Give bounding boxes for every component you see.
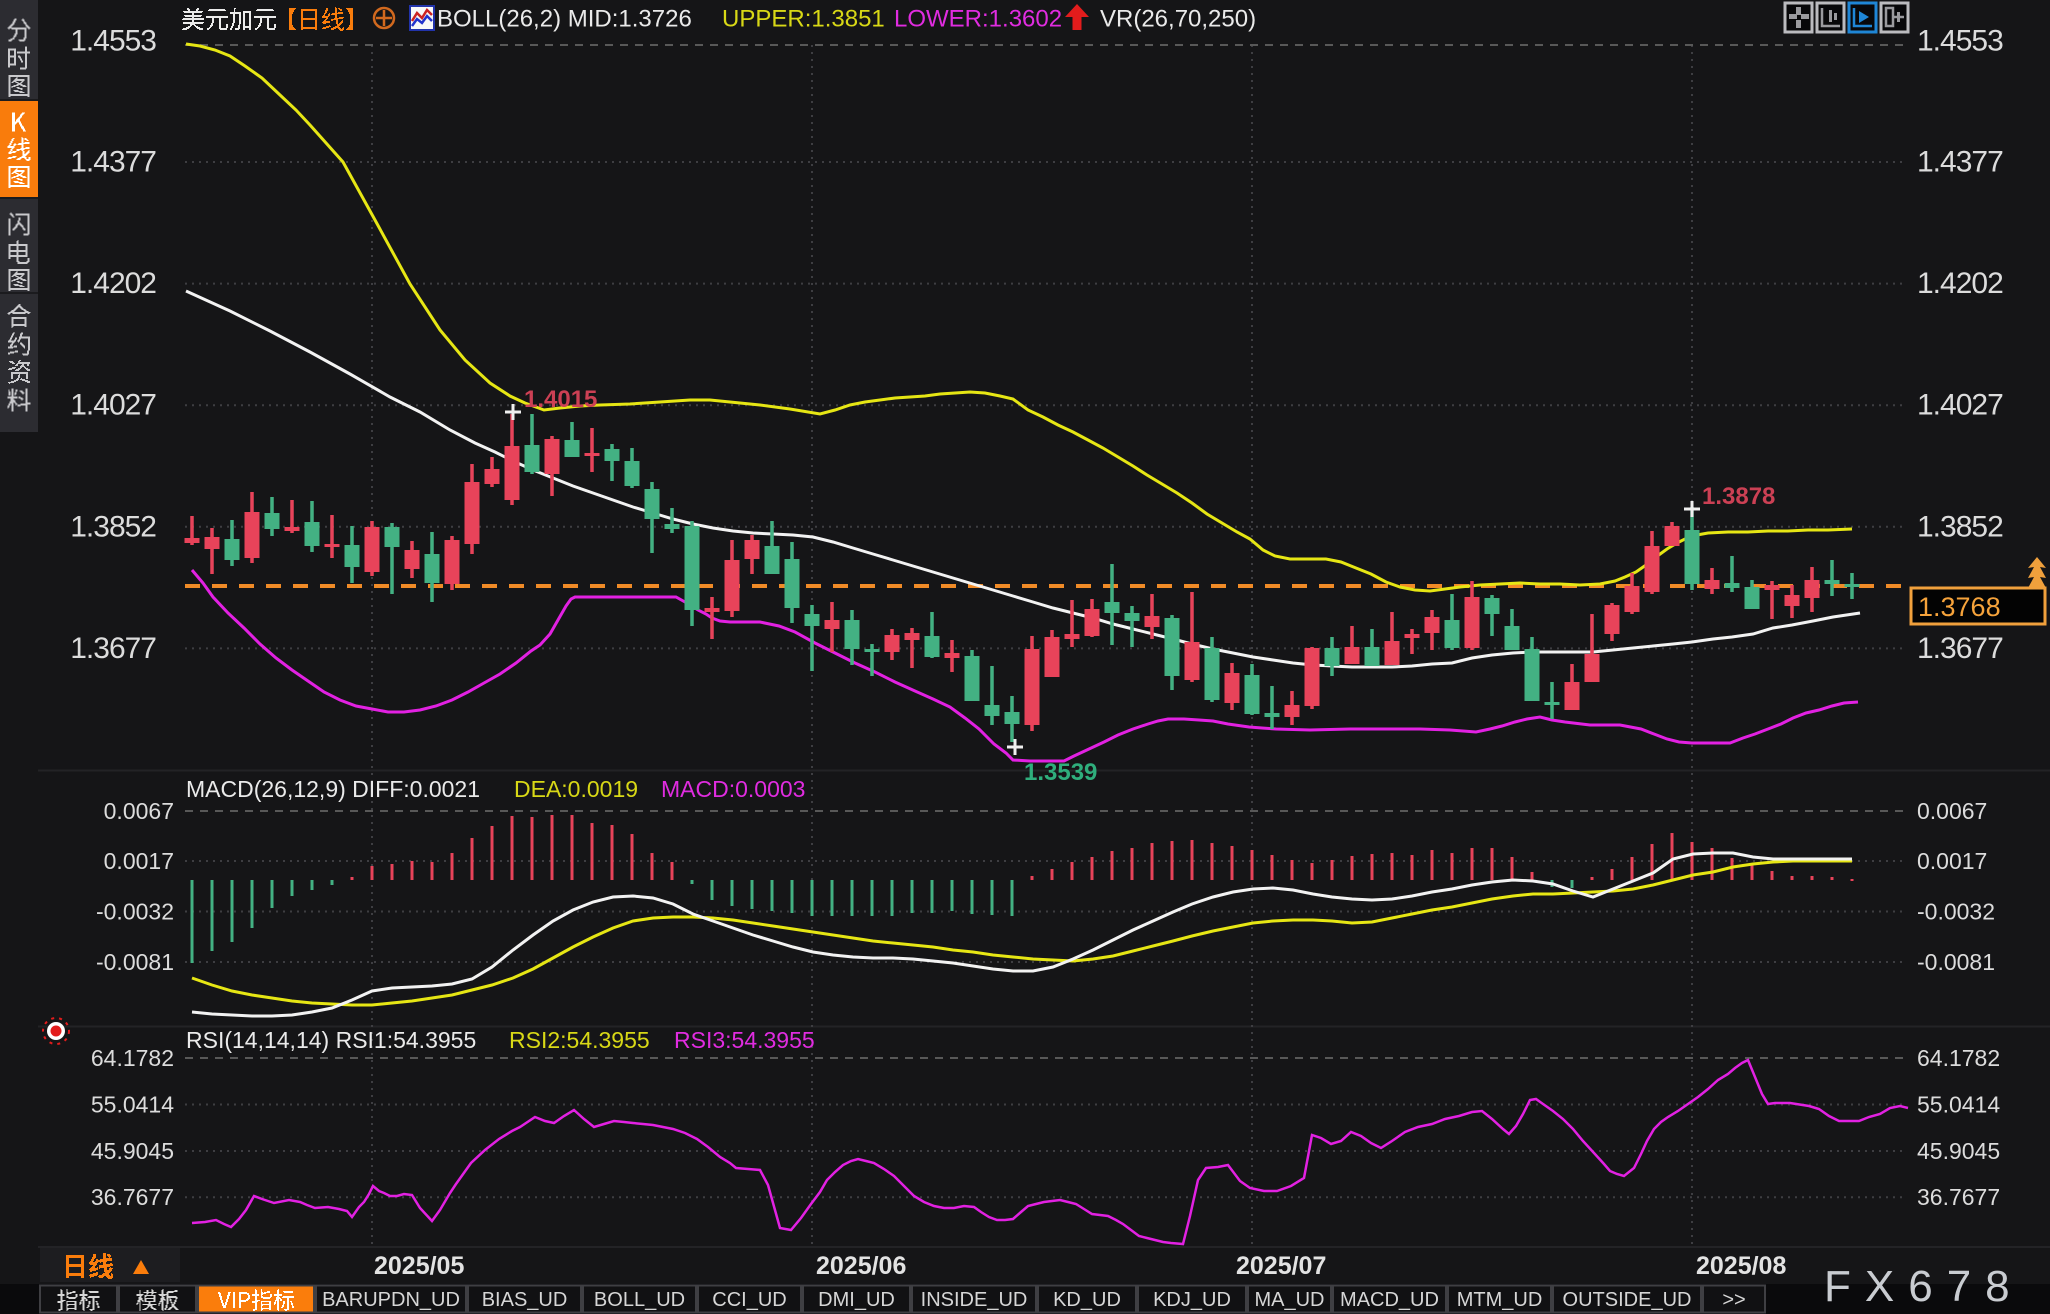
svg-text:36.7677: 36.7677 bbox=[1917, 1184, 2000, 1210]
svg-text:0.0067: 0.0067 bbox=[1917, 798, 1987, 824]
svg-text:RSI2:54.3955: RSI2:54.3955 bbox=[509, 1027, 650, 1053]
svg-text:1.3852: 1.3852 bbox=[70, 510, 156, 543]
svg-text:RSI3:54.3955: RSI3:54.3955 bbox=[674, 1027, 815, 1053]
svg-text:2025/07: 2025/07 bbox=[1236, 1252, 1326, 1280]
svg-text:RSI(14,14,14) RSI1:54.3955: RSI(14,14,14) RSI1:54.3955 bbox=[186, 1027, 476, 1053]
svg-text:OUTSIDE_UD: OUTSIDE_UD bbox=[1563, 1289, 1692, 1311]
svg-text:1.4377: 1.4377 bbox=[70, 146, 156, 179]
svg-text:1.3768: 1.3768 bbox=[1918, 592, 2001, 622]
svg-text:VR(26,70,250): VR(26,70,250) bbox=[1100, 6, 1256, 33]
svg-text:DMI_UD: DMI_UD bbox=[818, 1289, 895, 1311]
svg-text:MACD:0.0003: MACD:0.0003 bbox=[661, 776, 805, 802]
svg-text:INSIDE_UD: INSIDE_UD bbox=[921, 1289, 1028, 1311]
svg-text:-0.0032: -0.0032 bbox=[96, 899, 174, 925]
svg-text:1.4553: 1.4553 bbox=[1917, 25, 2003, 58]
svg-text:BIAS_UD: BIAS_UD bbox=[482, 1289, 568, 1311]
svg-text:MACD(26,12,9) DIFF:0.0021: MACD(26,12,9) DIFF:0.0021 bbox=[186, 776, 480, 802]
svg-text:2025/08: 2025/08 bbox=[1696, 1252, 1786, 1280]
svg-text:0.0017: 0.0017 bbox=[104, 848, 174, 874]
svg-text:LOWER:1.3602: LOWER:1.3602 bbox=[894, 6, 1062, 33]
svg-text:MACD_UD: MACD_UD bbox=[1340, 1289, 1439, 1311]
svg-text:-0.0081: -0.0081 bbox=[96, 949, 174, 975]
svg-text:DEA:0.0019: DEA:0.0019 bbox=[514, 776, 638, 802]
svg-text:MA_UD: MA_UD bbox=[1254, 1289, 1324, 1311]
svg-text:BARUPDN_UD: BARUPDN_UD bbox=[322, 1289, 460, 1311]
svg-text:-0.0032: -0.0032 bbox=[1917, 899, 1995, 925]
svg-text:45.9045: 45.9045 bbox=[91, 1138, 174, 1164]
svg-text:KD_UD: KD_UD bbox=[1053, 1289, 1121, 1311]
svg-text:64.1782: 64.1782 bbox=[91, 1045, 174, 1071]
svg-text:1.4015: 1.4015 bbox=[524, 386, 597, 413]
svg-text:1.4202: 1.4202 bbox=[1917, 267, 2003, 300]
svg-text:UPPER:1.3851: UPPER:1.3851 bbox=[722, 6, 885, 33]
svg-text:55.0414: 55.0414 bbox=[1917, 1092, 2000, 1118]
svg-text:1.3852: 1.3852 bbox=[1917, 510, 2003, 543]
svg-text:BOLL(26,2) MID:1.3726: BOLL(26,2) MID:1.3726 bbox=[437, 6, 692, 33]
svg-text:>>: >> bbox=[1722, 1289, 1745, 1311]
svg-text:0.0017: 0.0017 bbox=[1917, 848, 1987, 874]
svg-text:1.3677: 1.3677 bbox=[70, 632, 156, 665]
svg-text:0.0067: 0.0067 bbox=[104, 798, 174, 824]
svg-text:55.0414: 55.0414 bbox=[91, 1092, 174, 1118]
svg-text:1.3539: 1.3539 bbox=[1024, 759, 1097, 786]
svg-text:64.1782: 64.1782 bbox=[1917, 1045, 2000, 1071]
svg-text:MTM_UD: MTM_UD bbox=[1457, 1289, 1543, 1311]
svg-text:1.4202: 1.4202 bbox=[70, 267, 156, 300]
svg-text:CCI_UD: CCI_UD bbox=[712, 1289, 786, 1311]
svg-text:1.3677: 1.3677 bbox=[1917, 632, 2003, 665]
svg-text:1.4553: 1.4553 bbox=[70, 25, 156, 58]
svg-text:2025/06: 2025/06 bbox=[816, 1252, 906, 1280]
svg-text:-0.0081: -0.0081 bbox=[1917, 949, 1995, 975]
svg-text:2025/05: 2025/05 bbox=[374, 1252, 464, 1280]
svg-text:1.4377: 1.4377 bbox=[1917, 146, 2003, 179]
svg-text:36.7677: 36.7677 bbox=[91, 1184, 174, 1210]
svg-text:1.4027: 1.4027 bbox=[1917, 389, 2003, 422]
svg-text:1.4027: 1.4027 bbox=[70, 389, 156, 422]
svg-text:1.3878: 1.3878 bbox=[1702, 483, 1775, 510]
svg-text:45.9045: 45.9045 bbox=[1917, 1138, 2000, 1164]
svg-text:FX678: FX678 bbox=[1824, 1262, 2024, 1311]
svg-text:KDJ_UD: KDJ_UD bbox=[1153, 1289, 1231, 1311]
svg-text:BOLL_UD: BOLL_UD bbox=[594, 1289, 685, 1311]
